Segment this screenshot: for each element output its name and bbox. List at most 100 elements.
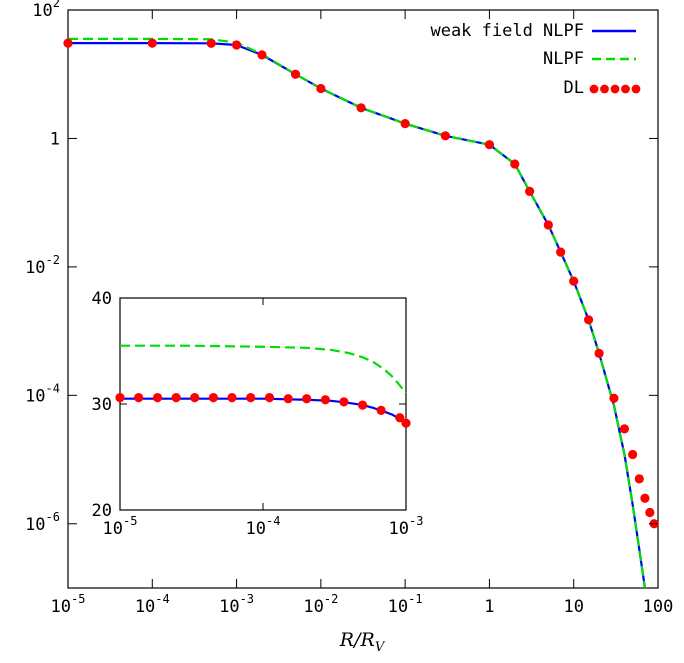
main-point-dl xyxy=(400,119,410,129)
main-x-tick-base: 100 xyxy=(643,597,674,617)
main-y-tick-base: 10 xyxy=(25,386,45,406)
main-x-tick-label: 10-2 xyxy=(303,592,338,617)
main-x-tick-base: 10 xyxy=(135,597,155,617)
inset-point-dl xyxy=(357,400,368,410)
legend-dl-dot xyxy=(589,84,599,94)
main-y-tick-label: 10-4 xyxy=(25,381,60,406)
legend-dl-dot xyxy=(631,84,641,94)
main-x-tick-exponent: -1 xyxy=(408,592,422,606)
main-y-tick-label: 1 xyxy=(50,129,60,149)
main-x-tick-label: 10-5 xyxy=(51,592,86,617)
main-y-tick-base: 10 xyxy=(25,515,45,535)
main-x-tick-label: 10 xyxy=(563,597,583,617)
main-y-tick-exponent: -2 xyxy=(46,253,60,267)
inset-x-tick-base: 10 xyxy=(103,519,123,539)
legend: weak field NLPF NLPF DL xyxy=(430,21,641,98)
main-point-dl xyxy=(440,131,450,141)
main-x-ticks: 10-5 10-4 10-3 10-2 10-1 1 10 100 xyxy=(51,10,674,617)
inset-x-tick-label: 10-5 xyxy=(103,514,138,539)
main-x-tick-label: 10-3 xyxy=(219,592,254,617)
inset-x-ticks: 10-5 10-4 10-3 xyxy=(103,298,424,539)
legend-swatch-dl xyxy=(589,84,641,94)
main-x-tick-base: 10 xyxy=(563,597,583,617)
inset-y-tick-label: 20 xyxy=(92,501,112,521)
main-y-tick-base: 10 xyxy=(25,258,45,278)
inset-point-dl xyxy=(190,393,200,403)
main-point-dl xyxy=(583,315,594,325)
main-point-dl xyxy=(628,449,638,460)
main-x-tick-exponent: -3 xyxy=(240,592,254,606)
main-point-dl xyxy=(147,38,157,48)
main-x-tick-base: 10 xyxy=(388,597,408,617)
main-x-tick-base: 1 xyxy=(484,597,494,617)
main-plot: 10-5 10-4 10-3 10-2 10-1 1 10 100 102110-210-41… xyxy=(25,0,673,617)
inset-series-dl xyxy=(115,393,411,428)
main-y-tick-exponent: -4 xyxy=(46,381,60,395)
inset-point-dl xyxy=(227,393,237,403)
main-point-dl xyxy=(543,220,553,230)
legend-label-dl: DL xyxy=(564,78,584,98)
main-point-dl xyxy=(556,247,566,257)
main-x-tick-label: 10-4 xyxy=(135,592,170,617)
main-y-tick-base: 10 xyxy=(32,1,52,21)
legend-dl-dot xyxy=(600,84,609,94)
main-series-nlpf xyxy=(68,37,647,589)
inset-point-dl xyxy=(134,393,144,403)
inset-point-dl xyxy=(376,405,386,415)
main-x-tick-label: 100 xyxy=(643,597,674,617)
main-x-tick-base: 10 xyxy=(219,597,239,617)
main-x-tick-base: 10 xyxy=(303,597,323,617)
main-point-dl xyxy=(525,186,535,196)
main-x-tick-exponent: -2 xyxy=(324,592,338,606)
main-y-tick-label: 10-2 xyxy=(25,253,60,278)
inset-x-tick-label: 10-3 xyxy=(389,514,424,539)
main-y-tick-exponent: 2 xyxy=(53,0,60,10)
inset-point-dl xyxy=(339,397,349,407)
inset-point-dl xyxy=(264,393,275,403)
main-x-tick-exponent: -5 xyxy=(71,592,85,606)
inset-y-tick-label: 30 xyxy=(92,395,112,415)
main-x-tick-label: 10-1 xyxy=(388,592,423,617)
main-plot-frame xyxy=(67,9,659,589)
main-point-dl xyxy=(569,276,579,286)
inset-x-tick-base: 10 xyxy=(246,519,266,539)
main-point-dl xyxy=(231,40,242,50)
legend-dl-dot xyxy=(621,84,630,94)
inset-point-dl xyxy=(152,393,163,403)
main-point-dl xyxy=(63,38,73,48)
inset-point-dl xyxy=(246,393,256,403)
main-y-tick-label: 10-6 xyxy=(25,510,60,535)
inset-curves xyxy=(115,344,411,428)
main-point-dl xyxy=(634,474,644,484)
x-axis-title-main: R/R xyxy=(339,629,375,651)
inset-x-tick-exponent: -3 xyxy=(409,514,423,528)
main-point-dl xyxy=(484,140,495,150)
main-series-dl xyxy=(63,38,659,529)
main-x-tick-exponent: -4 xyxy=(155,592,169,606)
main-point-dl xyxy=(594,348,604,358)
inset-x-tick-base: 10 xyxy=(389,519,409,539)
legend-label-nlpf: NLPF xyxy=(543,49,584,69)
main-y-tick-exponent: -6 xyxy=(46,510,60,524)
main-point-dl xyxy=(356,103,366,113)
main-curves xyxy=(63,37,659,589)
main-point-dl xyxy=(257,50,267,60)
main-y-tick-base: 1 xyxy=(50,129,60,149)
inset-point-dl xyxy=(395,413,405,423)
inset-x-tick-exponent: -5 xyxy=(123,514,137,528)
inset-point-dl xyxy=(115,393,125,403)
main-point-dl xyxy=(290,69,301,79)
legend-dl-dot xyxy=(610,84,620,94)
main-point-dl xyxy=(645,507,655,518)
main-y-tick-label: 102 xyxy=(32,0,60,21)
inset-point-dl xyxy=(302,394,312,404)
inset-point-dl xyxy=(401,418,411,428)
inset-x-tick-exponent: -4 xyxy=(266,514,280,528)
inset-point-dl xyxy=(283,394,293,404)
main-point-dl xyxy=(640,493,650,503)
inset-y-ticks: 40 30 20 xyxy=(92,289,406,521)
main-x-tick-base: 10 xyxy=(51,597,71,617)
